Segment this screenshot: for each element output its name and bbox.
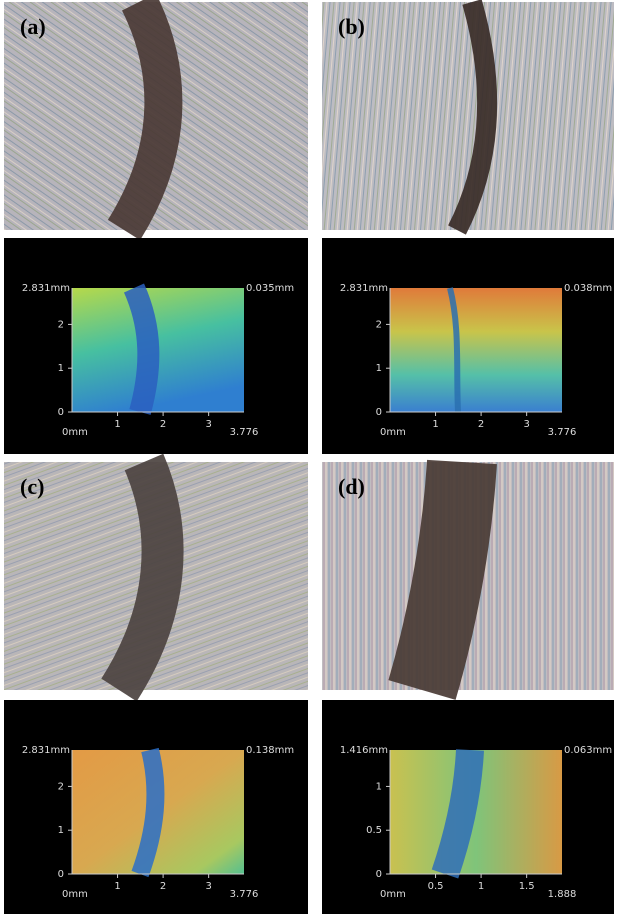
y-tick-label: 0.5 bbox=[366, 825, 382, 836]
origin-label: 0mm bbox=[62, 427, 88, 438]
wear-track bbox=[422, 462, 462, 690]
y-tick-label: 1 bbox=[376, 363, 382, 374]
y-max-label: 2.831mm bbox=[22, 283, 70, 294]
x-tick-label: 2 bbox=[160, 419, 166, 430]
y-tick-label: 0 bbox=[376, 407, 382, 418]
z-range-label: 0.035mm bbox=[246, 283, 294, 294]
y-tick-label: 0 bbox=[58, 407, 64, 418]
y-max-label: 2.831mm bbox=[340, 283, 388, 294]
x-tick-label: 1 bbox=[114, 419, 120, 430]
x-tick-label: 3 bbox=[523, 419, 529, 430]
height-map: 2.831mm 0.138mm 0mm 3.776 0 1 2 1 2 3 bbox=[4, 700, 308, 914]
x-tick-label: 1 bbox=[114, 881, 120, 892]
y-tick-label: 2 bbox=[58, 781, 64, 792]
height-map: 2.831mm 0.038mm 0mm 3.776 0 1 2 1 2 3 bbox=[322, 238, 614, 454]
x-tick-label: 2 bbox=[160, 881, 166, 892]
y-max-label: 1.416mm bbox=[340, 745, 388, 756]
x-tick-label: 1 bbox=[478, 881, 484, 892]
y-tick-label: 2 bbox=[58, 319, 64, 330]
x-tick-label: 2 bbox=[478, 419, 484, 430]
y-tick-label: 0 bbox=[376, 869, 382, 880]
x-tick-label: 3 bbox=[205, 419, 211, 430]
y-max-label: 2.831mm bbox=[22, 745, 70, 756]
panel-label: (b) bbox=[338, 14, 365, 39]
x-max-label: 3.776 bbox=[548, 427, 577, 438]
y-tick-label: 0 bbox=[58, 869, 64, 880]
micrograph: (a) bbox=[4, 2, 308, 230]
height-map: 1.416mm 0.063mm 0mm 1.888 0 0.5 1 0.5 1 1.5 bbox=[322, 700, 614, 914]
y-tick-label: 2 bbox=[376, 319, 382, 330]
panel-label: (a) bbox=[20, 14, 46, 39]
micrograph: (d) bbox=[322, 462, 614, 690]
x-tick-label: 0.5 bbox=[428, 881, 444, 892]
micrograph: (b) bbox=[322, 2, 614, 230]
origin-label: 0mm bbox=[380, 889, 406, 900]
panel-label: (d) bbox=[338, 474, 365, 499]
height-map-surface bbox=[390, 288, 562, 412]
origin-label: 0mm bbox=[380, 427, 406, 438]
height-map: 2.831mm 0.035mm 0mm 3.776 0 1 2 1 2 3 bbox=[4, 238, 308, 454]
y-tick-label: 1 bbox=[58, 825, 64, 836]
panel-label: (c) bbox=[20, 474, 44, 499]
x-tick-label: 3 bbox=[205, 881, 211, 892]
x-max-label: 1.888 bbox=[548, 889, 577, 900]
y-tick-label: 1 bbox=[376, 781, 382, 792]
x-max-label: 3.776 bbox=[230, 889, 259, 900]
y-tick-label: 1 bbox=[58, 363, 64, 374]
z-range-label: 0.063mm bbox=[564, 745, 612, 756]
figure: (a) 2.831mm 0.035mm 0mm 3.776 0 1 2 1 2 3 (b) 2.831m… bbox=[0, 0, 618, 914]
x-max-label: 3.776 bbox=[230, 427, 259, 438]
origin-label: 0mm bbox=[62, 889, 88, 900]
micrograph: (c) bbox=[4, 462, 308, 690]
x-tick-label: 1 bbox=[432, 419, 438, 430]
z-range-label: 0.138mm bbox=[246, 745, 294, 756]
x-tick-label: 1.5 bbox=[519, 881, 535, 892]
z-range-label: 0.038mm bbox=[564, 283, 612, 294]
